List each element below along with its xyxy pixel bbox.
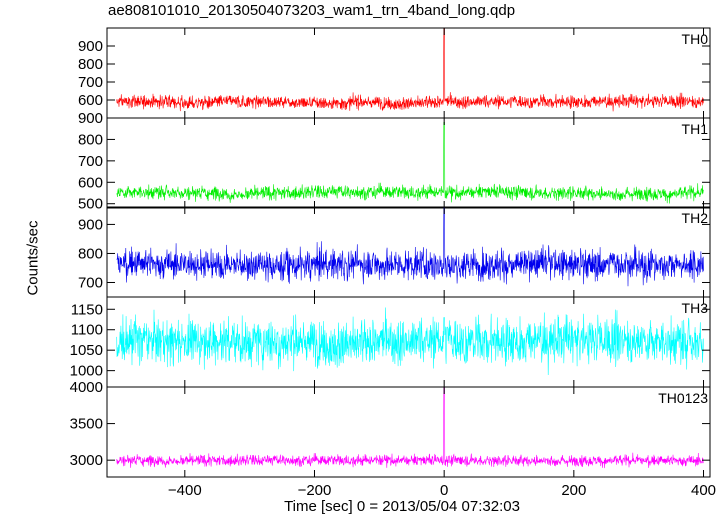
y-tick-label: 900 [78,216,103,233]
x-tick-label: −200 [298,482,332,499]
y-tick-label: 700 [78,153,103,170]
y-tick-label: 4000 [70,379,103,396]
y-tick-label: 900 [78,38,103,55]
x-tick-label: 0 [440,482,448,499]
series-line-th2 [116,207,704,287]
panel-frame [106,386,711,478]
panel-th1: 500 600 700 800 900 TH1 [78,110,711,213]
y-tick-label: 900 [78,110,103,127]
x-tick-label: −400 [168,482,202,499]
y-tick-label: 3500 [70,416,103,433]
series-line-th0 [116,28,704,112]
panel-label: TH1 [682,121,709,137]
panel-label: TH3 [682,300,709,316]
panel-th3: 1000 1050 1100 1150 TH3 [70,296,711,388]
y-tick-label: 700 [78,274,103,291]
series-line-th0123 [116,387,704,469]
chart-title: ae808101010_20130504073203_wam1_trn_4ban… [108,2,516,19]
y-tick-label: 1100 [71,322,103,339]
y-tick-label: 800 [78,56,103,73]
series-line-th1 [116,122,704,204]
panel-th2: 700 800 900 TH2 [78,206,711,298]
panel-label: TH0123 [658,390,708,406]
x-tick-label: 200 [561,482,586,499]
x-axis-label: Time [sec] 0 = 2013/05/04 07:32:03 [284,498,520,515]
series-line-th3 [116,307,704,376]
panel-frame [106,117,711,209]
y-tick-label: 700 [78,74,103,91]
y-tick-label: 500 [78,196,103,213]
panel-th0123: 3000 3500 4000 TH0123 [70,379,711,478]
y-tick-label: 1050 [70,342,103,359]
y-tick-label: 800 [78,245,103,262]
y-tick-label: 1000 [70,363,103,380]
y-tick-label: 1150 [71,301,103,318]
y-tick-label: 3000 [70,452,103,469]
x-tick-label: 400 [691,482,716,499]
panel-label: TH0 [682,31,709,47]
panel-label: TH2 [682,210,709,226]
y-tick-label: 800 [78,131,103,148]
y-tick-label: 600 [78,174,103,191]
y-tick-label: 600 [78,92,103,109]
